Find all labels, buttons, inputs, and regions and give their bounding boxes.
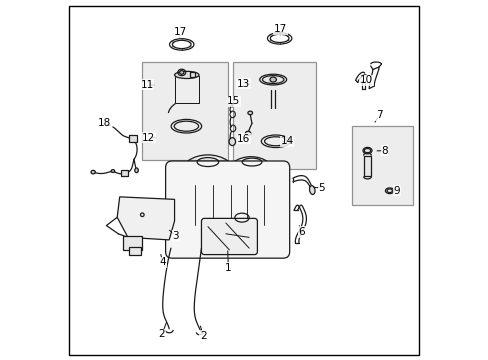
Bar: [174, 76, 199, 103]
Ellipse shape: [111, 170, 115, 172]
Text: 10: 10: [359, 75, 372, 85]
Bar: [121, 170, 128, 176]
Text: 2: 2: [200, 331, 206, 341]
Text: 13: 13: [236, 79, 249, 89]
Ellipse shape: [228, 138, 235, 145]
FancyBboxPatch shape: [201, 219, 257, 255]
Bar: [128, 135, 136, 141]
Text: 11: 11: [140, 80, 153, 90]
Ellipse shape: [309, 186, 314, 194]
Bar: [190, 72, 195, 77]
Bar: [129, 247, 140, 255]
Text: 12: 12: [142, 133, 155, 143]
Ellipse shape: [179, 71, 183, 74]
Text: 8: 8: [380, 145, 387, 156]
Bar: [351, 126, 412, 205]
Text: 6: 6: [298, 227, 305, 237]
Text: 9: 9: [393, 186, 399, 196]
Text: 17: 17: [273, 24, 286, 35]
Ellipse shape: [174, 71, 199, 78]
Ellipse shape: [364, 148, 370, 153]
Ellipse shape: [91, 170, 95, 174]
FancyBboxPatch shape: [165, 161, 289, 258]
Text: 2: 2: [159, 329, 165, 339]
Ellipse shape: [269, 77, 276, 82]
Text: 16: 16: [237, 134, 250, 144]
Text: 7: 7: [375, 111, 382, 121]
Polygon shape: [117, 197, 174, 240]
Bar: [123, 236, 142, 249]
Text: 4: 4: [159, 257, 166, 267]
Ellipse shape: [259, 74, 286, 85]
Text: 3: 3: [172, 231, 179, 240]
Bar: [363, 156, 371, 176]
Ellipse shape: [247, 111, 252, 115]
Text: 15: 15: [226, 96, 240, 106]
Ellipse shape: [245, 131, 250, 135]
Bar: [233, 62, 316, 169]
Text: 18: 18: [98, 118, 111, 128]
Bar: [142, 62, 228, 160]
Text: 5: 5: [318, 183, 324, 193]
Ellipse shape: [135, 168, 138, 173]
Text: 1: 1: [224, 263, 231, 273]
Text: 14: 14: [280, 136, 293, 146]
Text: 17: 17: [173, 27, 186, 37]
